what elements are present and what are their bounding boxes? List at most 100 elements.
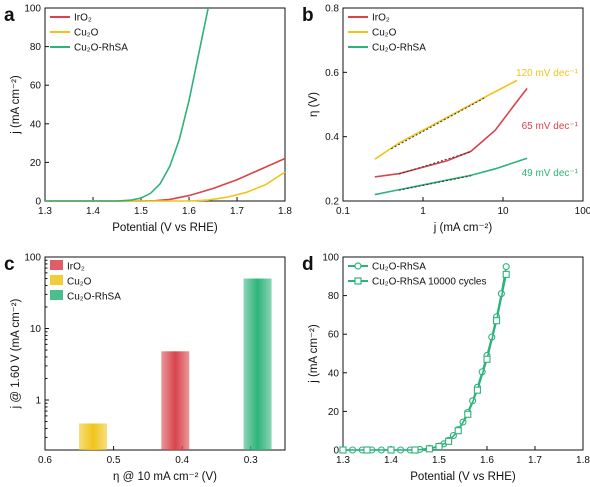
x-tick-label: 1.7 [528,455,542,466]
y-tick-label: 0.4 [325,132,339,143]
slope-annotation: 49 mV dec⁻¹ [522,168,579,179]
x-tick-label: 100 [575,206,590,217]
y-tick-label: 0.8 [325,4,339,15]
panel-b: b 0.1 1 10 100 0.2 0.4 0.6 0.8 120 mV dec⁻¹ 65 mV … [302,4,590,235]
legend-entry: IrO₂ [74,13,92,24]
legend-entry: Cu₂O-RhSA [67,292,121,303]
y-tick-label: 40 [30,119,42,130]
series-line [343,266,507,451]
data-point-square [483,355,491,363]
y-axis-label: j @ 1.60 V (mA cm⁻²) [10,298,22,409]
slope-annotation: 120 mV dec⁻¹ [516,68,579,79]
legend-entry: Cu₂O [67,277,92,288]
bar-cu2o [79,423,107,450]
x-tick-label: 1.8 [576,455,590,466]
y-tick-label: 80 [30,42,42,53]
x-tick-label: 1.5 [134,206,148,217]
legend-entry: Cu₂O-RhSA [74,43,128,54]
x-axis-label: Potential (V vs RHE) [410,471,516,483]
legend-marker [354,262,362,270]
bar-irox [161,351,190,450]
plot-frame [342,7,584,202]
y-tick-label: 0 [333,446,339,457]
x-tick-label: 10 [497,206,509,217]
panel-letter: d [302,254,314,275]
data-point-square [363,446,371,454]
legend-entry: Cu₂O [74,28,99,39]
y-axis-label: η (V) [308,92,320,117]
panel-a: a 1.3 1.4 1.5 1.6 1.7 1.8 0 20 40 60 80 100 IrO₂ Cu₂O C… [4,4,292,235]
legend-entry: Cu₂O [372,28,397,39]
legend-swatch [50,275,63,285]
data-point-square [411,446,419,454]
y-tick-label: 0.6 [325,68,339,79]
x-tick-label: 1.3 [38,206,52,217]
series-line [45,157,286,202]
y-tick-label: 40 [328,368,340,379]
x-axis-label: Potential (V vs RHE) [112,222,218,234]
panel-letter: a [4,5,15,26]
data-point-square [435,442,443,451]
legend-entry: Cu₂O-RhSA [372,43,426,54]
y-tick-label: 20 [30,158,42,169]
x-tick-label: 1.3 [336,455,350,466]
data-point-square [502,270,510,278]
data-point-circle [502,263,510,271]
x-tick-label: 1.7 [230,206,244,217]
legend-entry: Cu₂O-RhSA [372,262,426,273]
legend-entry: IrO₂ [67,262,85,273]
series-line [374,79,518,160]
x-tick-label: 0.1 [336,206,350,217]
legend-entry: IrO₂ [372,13,390,24]
data-point-square [387,446,395,454]
y-tick-label: 0.2 [325,197,339,208]
plot-frame [342,256,584,451]
series-line [374,87,528,178]
data-point-square [425,445,433,453]
series-line [45,171,286,202]
data-point-square [473,386,481,394]
panel-c: c 0.6 0.5 0.4 0.3 1 10 100 IrO₂ Cu₂O Cu₂O-RhSA η @ … [4,253,286,483]
legend-swatch [50,290,63,300]
legend-entry: Cu₂O-RhSA 10000 cycles [372,277,487,288]
series-line [45,7,209,202]
x-tick-label: 0.6 [38,455,52,466]
x-axis-label: j (mA cm⁻²) [433,222,493,234]
x-tick-label: 1 [420,206,426,217]
data-point-square [454,427,462,435]
y-tick-label: 60 [328,330,340,341]
y-tick-label: 100 [322,253,339,264]
x-tick-label: 1.4 [384,455,398,466]
x-tick-label: 1.6 [182,206,196,217]
x-tick-label: 1.5 [432,455,446,466]
y-tick-label: 60 [30,81,42,92]
panel-letter: c [4,254,15,275]
panel-d: d 1.3 1.4 1.5 1.6 1.7 1.8 0 20 40 60 80 100 Cu₂O-RhSA… [302,253,590,484]
data-point-square [493,317,501,325]
tafel-fit-line [398,151,472,175]
x-tick-label: 1.8 [278,206,292,217]
panel-letter: b [302,5,314,26]
y-axis-label: j (mA cm⁻²) [10,75,22,135]
bar-rhsa [243,278,272,450]
y-tick-label: 100 [24,253,41,264]
y-tick-label: 1 [35,396,41,407]
data-point-square [464,410,472,418]
data-point-square [445,437,453,445]
x-tick-label: 0.5 [107,455,121,466]
legend-swatch [50,260,63,270]
x-tick-label: 0.3 [244,455,258,466]
slope-annotation: 65 mV dec⁻¹ [522,121,579,132]
tafel-fit-line [398,175,472,191]
y-tick-label: 10 [30,324,42,335]
tafel-fit-line [390,97,486,150]
y-tick-label: 80 [328,291,340,302]
series-line [374,157,528,196]
y-axis-label: j (mA cm⁻²) [308,324,320,384]
x-axis-label: η @ 10 mA cm⁻² (V) [113,471,217,483]
legend-marker [354,277,362,285]
data-point-square [339,446,347,454]
y-tick-label: 0 [35,197,41,208]
x-tick-label: 1.4 [86,206,100,217]
